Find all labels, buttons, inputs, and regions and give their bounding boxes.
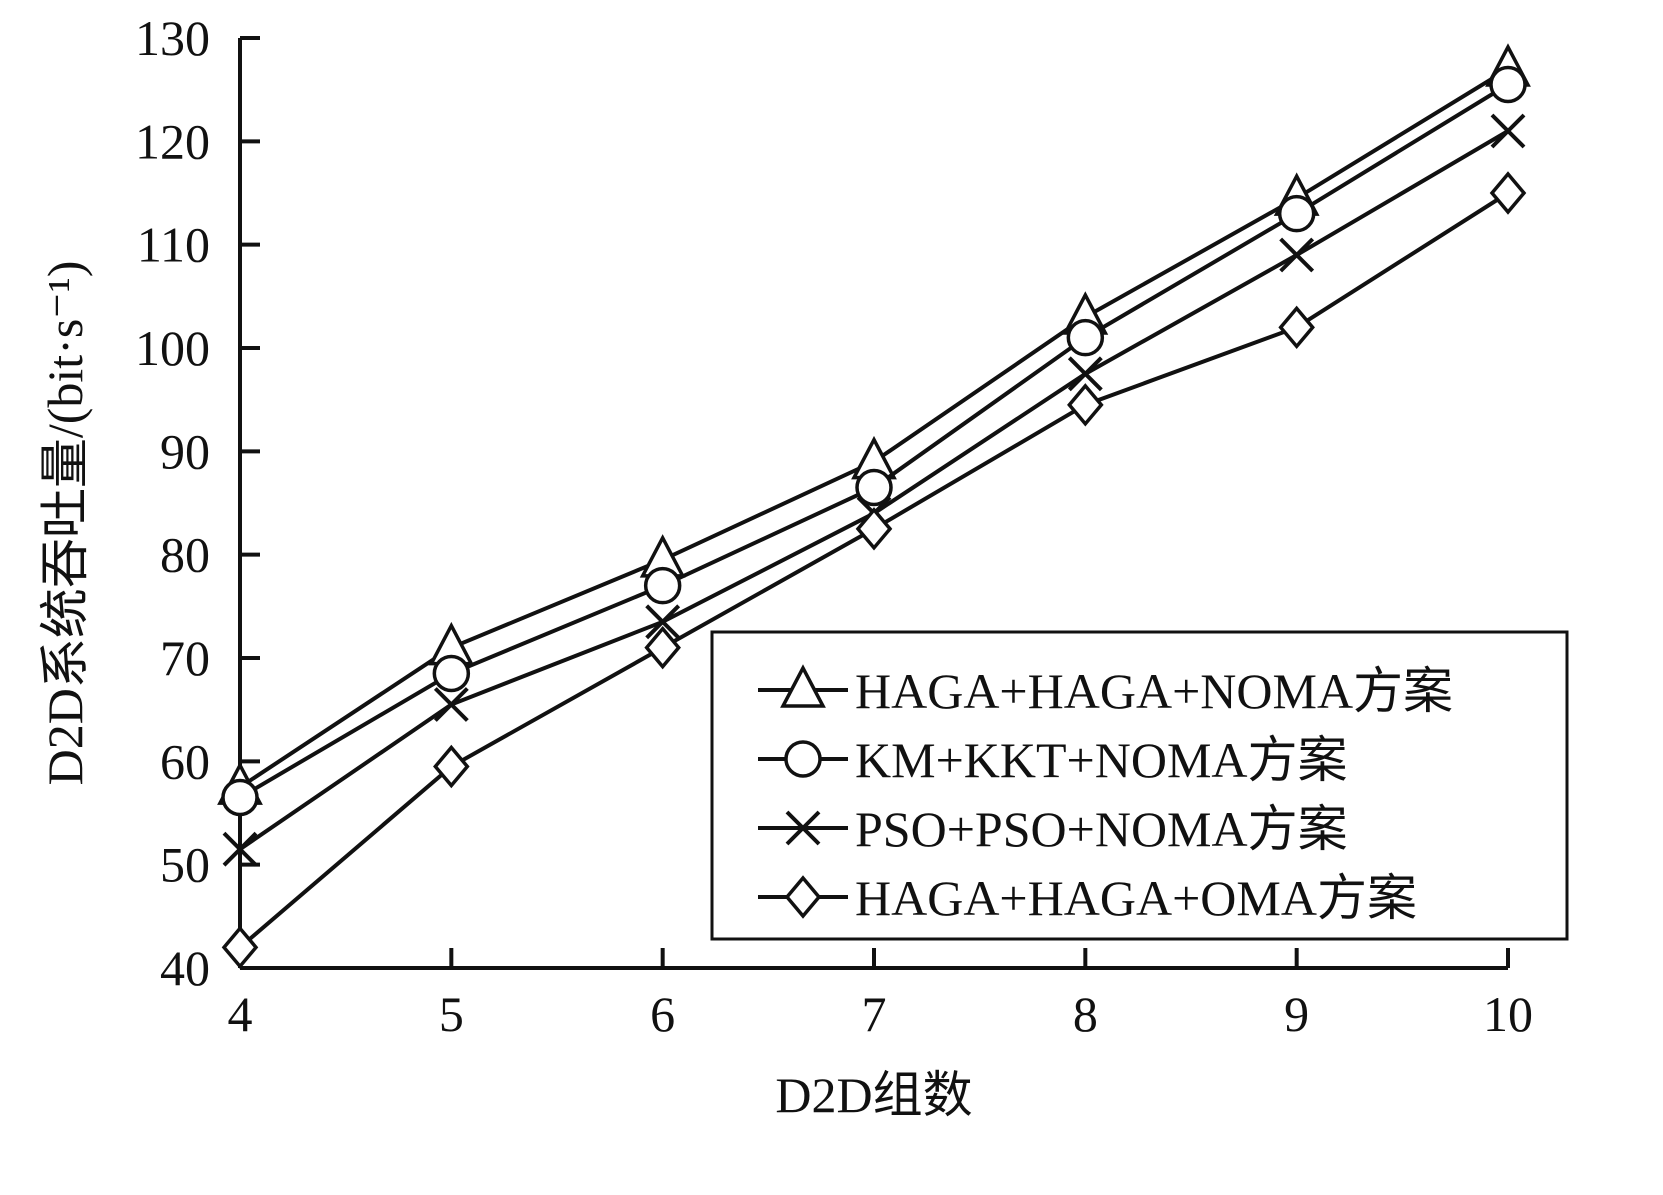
legend-item: HAGA+HAGA+NOMA方案 [758, 663, 1453, 719]
data-point [644, 625, 681, 670]
data-point [1490, 113, 1526, 149]
y-tick-label: 120 [135, 113, 210, 169]
legend-marker [784, 875, 822, 919]
data-point [855, 507, 893, 551]
legend-label: PSO+PSO+NOMA方案 [855, 801, 1348, 857]
x-tick-label: 4 [228, 986, 253, 1042]
series-3 [221, 171, 1527, 970]
data-point [1278, 305, 1315, 350]
y-tick-label: 80 [160, 527, 210, 583]
x-tick-label: 8 [1073, 986, 1098, 1042]
legend-box [710, 630, 1569, 941]
legend-item: HAGA+HAGA+OMA方案 [758, 870, 1417, 926]
data-point [221, 778, 259, 817]
y-tick-label: 40 [160, 940, 210, 996]
y-tick-label: 60 [160, 733, 210, 789]
legend-item: KM+KKT+NOMA方案 [758, 732, 1348, 788]
data-point [1067, 356, 1103, 392]
y-tick-label: 50 [160, 837, 210, 893]
legend: HAGA+HAGA+NOMA方案 KM+KKT+NOMA方案 PSO+PSO+NOM… [710, 630, 1569, 941]
y-axis-title: D2D系统吞吐量/(bit·s⁻¹) [37, 261, 93, 786]
data-point [645, 604, 681, 640]
data-point [1277, 194, 1316, 233]
legend-item: PSO+PSO+NOMA方案 [758, 801, 1348, 857]
x-tick-label: 7 [862, 986, 887, 1042]
legend-marker [784, 740, 822, 778]
data-point [1066, 318, 1105, 357]
data-point [1489, 65, 1527, 104]
axes: 40 50 60 70 80 90 100 110 120 130 4 5 6 7 8 9 10 [135, 10, 1533, 1042]
legend-marker [785, 810, 821, 846]
x-tick-label: 6 [650, 986, 675, 1042]
y-tick-label: 130 [135, 10, 210, 66]
x-axis-title: D2D组数 [775, 1067, 972, 1123]
x-tick-label: 9 [1284, 986, 1309, 1042]
legend-label: HAGA+HAGA+OMA方案 [855, 870, 1417, 926]
data-point [1279, 237, 1315, 273]
y-tick-label: 100 [135, 320, 210, 376]
series-layer [217, 43, 1531, 970]
series-1 [221, 65, 1527, 817]
data-point [433, 744, 470, 789]
legend-label: KM+KKT+NOMA方案 [855, 732, 1348, 788]
data-point [433, 687, 469, 722]
y-tick-label: 70 [160, 630, 210, 686]
data-point [222, 831, 258, 867]
y-tick-label: 90 [160, 423, 210, 479]
data-point [1067, 383, 1104, 427]
data-point [855, 468, 893, 507]
data-point [221, 925, 259, 970]
legend-marker [780, 664, 826, 708]
data-point [432, 654, 471, 693]
data-point [643, 566, 682, 605]
legend-label: HAGA+HAGA+NOMA方案 [855, 663, 1453, 719]
y-tick-label: 110 [137, 217, 210, 273]
x-tick-label: 10 [1483, 986, 1533, 1042]
data-point [1489, 171, 1527, 215]
x-tick-label: 5 [439, 986, 464, 1042]
